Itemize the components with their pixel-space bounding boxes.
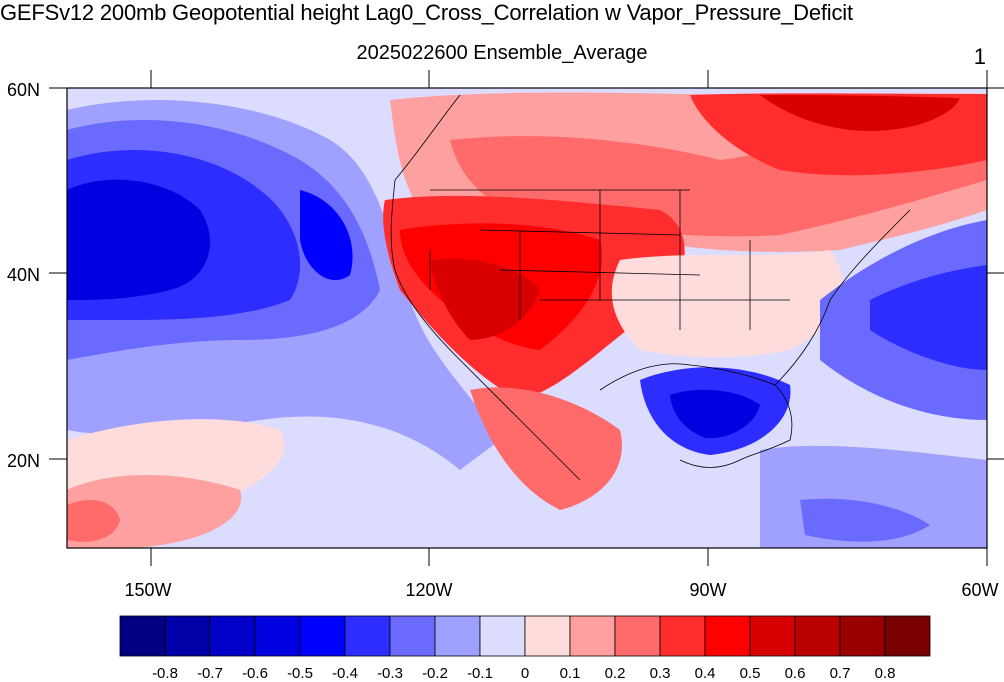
colorbar-swatch [434, 615, 481, 657]
pacific-core-2 [300, 190, 353, 281]
colorbar-label: -0.2 [422, 665, 448, 682]
colorbar-label: 0.2 [605, 665, 626, 682]
coastlines [390, 94, 911, 481]
colorbar-swatch [749, 615, 796, 657]
colorbar-swatch [794, 615, 841, 657]
colorbar-label: 0 [521, 665, 529, 682]
colorbar-label: -0.7 [197, 665, 223, 682]
pacific-deep-blue [67, 179, 210, 300]
lat-label-40n: 40N [7, 265, 40, 285]
colorbar-swatch [704, 615, 751, 657]
colorbar-label: 0.7 [830, 665, 851, 682]
colorbar-swatch [479, 615, 526, 657]
colorbar-label: 0.1 [560, 665, 581, 682]
lon-label-90w: 90W [689, 580, 726, 600]
lat-label-60n: 60N [7, 80, 40, 100]
lon-label-60w: 60W [961, 580, 998, 600]
colorbar-label: -0.5 [287, 665, 313, 682]
atlantic-deep-blue [870, 265, 987, 370]
colorbar-swatch [209, 615, 256, 657]
lon-label-150w: 150W [124, 580, 171, 600]
map-frame [66, 87, 988, 549]
colorbar-label: 0.4 [695, 665, 716, 682]
correlation-field [67, 88, 987, 548]
colorbar-swatch [254, 615, 301, 657]
tropical-red [67, 500, 120, 542]
colorbar-swatch [614, 615, 661, 657]
map-subtitle: 2025022600 Ensemble_Average [356, 42, 648, 64]
colorbar-label: -0.6 [242, 665, 268, 682]
colorbar-label: -0.1 [467, 665, 493, 682]
colorbar-swatch [344, 615, 391, 657]
colorbar-label: -0.8 [152, 665, 178, 682]
colorbar-swatch [299, 615, 346, 657]
colorbar-label: 0.3 [650, 665, 671, 682]
southwest-core [430, 258, 540, 340]
colorbar-swatch [659, 615, 706, 657]
mexico-red [470, 387, 622, 510]
map-title: GEFSv12 200mb Geopotential height Lag0_C… [0, 0, 853, 25]
colorbar-swatch [119, 615, 166, 657]
gulf-core [670, 389, 760, 439]
colorbar-swatch [389, 615, 436, 657]
colorbar-swatch [884, 615, 931, 657]
caribbean-deep [800, 498, 930, 542]
colorbar: -0.8 -0.7 -0.6 -0.5 -0.4 -0.3 -0.2 -0.1 0 0.1 0.2 0… [119, 615, 931, 682]
colorbar-swatch [524, 615, 571, 657]
colorbar-swatch [839, 615, 886, 657]
eastern-us-pink [611, 250, 843, 358]
colorbar-label: -0.3 [377, 665, 403, 682]
colorbar-label: -0.4 [332, 665, 358, 682]
colorbar-label: 0.8 [875, 665, 896, 682]
lon-label-120w: 120W [405, 580, 452, 600]
panel-number: 1 [973, 44, 986, 69]
lat-label-20n: 20N [7, 451, 40, 471]
colorbar-label: 0.5 [740, 665, 761, 682]
axis-ticks [49, 70, 1004, 566]
colorbar-label: 0.6 [785, 665, 806, 682]
colorbar-swatch [569, 615, 616, 657]
colorbar-swatch [164, 615, 211, 657]
hudson-core [760, 95, 960, 131]
